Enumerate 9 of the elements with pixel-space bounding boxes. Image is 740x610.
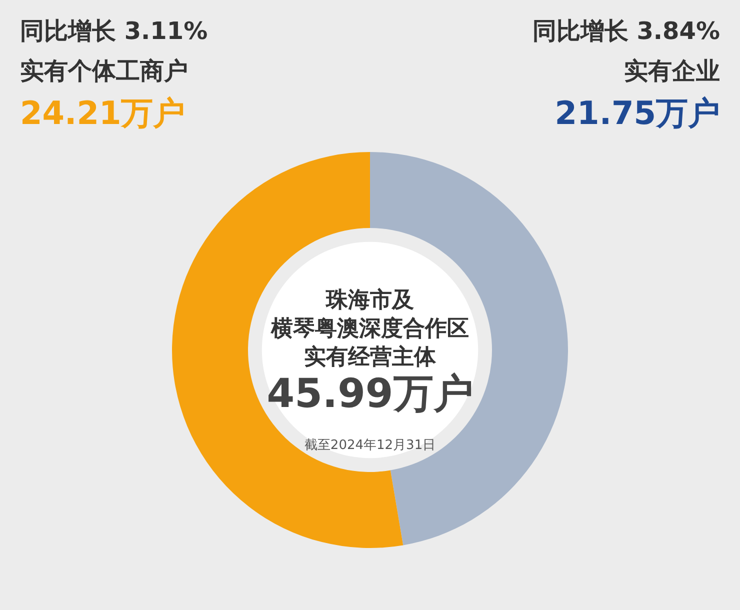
slice-label: 实有企业 (624, 57, 720, 85)
slice-label: 实有个体工商户 (20, 57, 188, 85)
data-label: 21.75万户 (554, 94, 720, 132)
text: 截至2024年12月31日 (304, 438, 436, 453)
text: 45.99万户 (266, 371, 474, 417)
data-label: 24.21万户 (20, 94, 186, 132)
text: 同比增长 3.84% (532, 17, 720, 45)
text: 珠海市及横琴粤澳深度合作区实有经营主体 (270, 287, 469, 370)
text: 同比增长 3.11% (20, 17, 208, 45)
